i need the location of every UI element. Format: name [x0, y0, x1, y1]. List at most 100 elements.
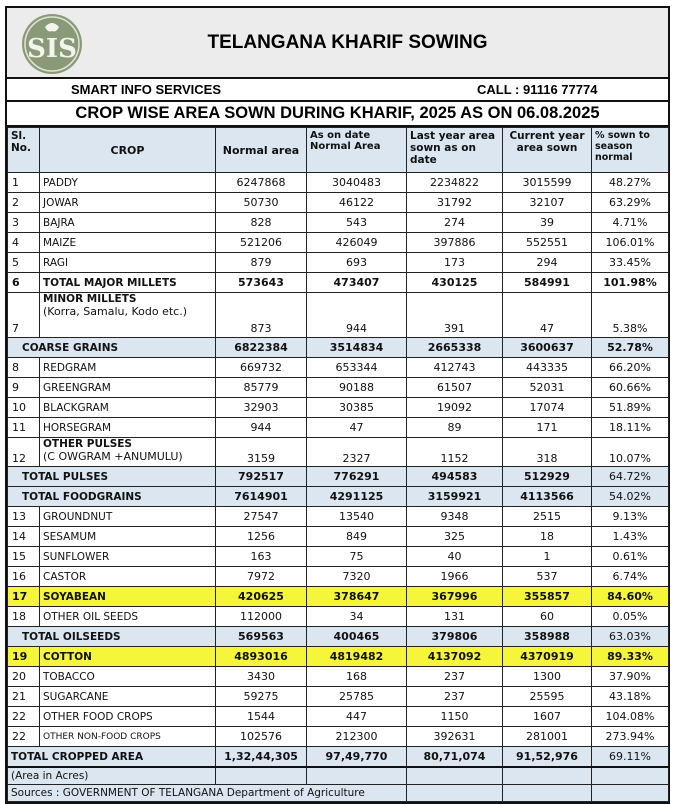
cell-lastYear: 1150 — [406, 706, 503, 727]
cell-lastYear: 392631 — [406, 726, 503, 747]
cell-pct: 43.18% — [591, 686, 669, 707]
table-row: TOTAL FOODGRAINS 7614901 4291125 3159921 411… — [7, 486, 669, 507]
page-title: TELANGANA KHARIF SOWING — [207, 32, 488, 53]
serial-number: 7 — [7, 292, 40, 338]
unit-note: (Area in Acres) — [7, 766, 216, 785]
cell-current: 17074 — [502, 397, 592, 418]
cell-current: 47 — [502, 292, 592, 338]
crop-name: TOTAL CROPPED AREA — [7, 746, 216, 768]
serial-number: 3 — [7, 212, 40, 233]
cell-lastYear: 89 — [406, 417, 503, 438]
cell-asOn: 3514834 — [306, 337, 407, 358]
cell-pct: 54.02% — [591, 486, 669, 507]
table-row: 4 MAIZE 521206 426049 397886 552551 106.01% — [7, 232, 669, 253]
cell-lastYear: 3159921 — [406, 486, 503, 507]
table-row: 5 RAGI 879 693 173 294 33.45% — [7, 252, 669, 273]
serial-number: 13 — [7, 506, 40, 527]
crop-name: JOWAR — [39, 192, 216, 213]
cell-pct: 4.71% — [591, 212, 669, 233]
cell-pct: 60.66% — [591, 377, 669, 398]
cell-normal: 669732 — [215, 357, 307, 378]
cell-asOn: 97,49,770 — [306, 746, 407, 768]
cell-asOn: 849 — [306, 526, 407, 547]
cell-lastYear: 494583 — [406, 466, 503, 487]
crop-name: REDGRAM — [39, 357, 216, 378]
serial-number: 15 — [7, 546, 40, 567]
crop-name: SUGARCANE — [39, 686, 216, 707]
serial-number: 11 — [7, 417, 40, 438]
serial-number: 9 — [7, 377, 40, 398]
table-row: 13 GROUNDNUT 27547 13540 9348 2515 9.13% — [7, 506, 669, 527]
cell-pct: 106.01% — [591, 232, 669, 253]
serial-number: 10 — [7, 397, 40, 418]
cell-lastYear: 31792 — [406, 192, 503, 213]
crop-name: TOTAL PULSES — [7, 466, 216, 487]
svg-text:SIS: SIS — [27, 34, 77, 64]
cell-pct: 9.13% — [591, 506, 669, 527]
crop-sublabel: (C OWGRAM +ANUMULU) — [43, 450, 183, 463]
serial-number: 22 — [7, 706, 40, 727]
cell-asOn: 4819482 — [306, 646, 407, 667]
cell-current: 3600637 — [502, 337, 592, 358]
cell-normal: 573643 — [215, 272, 307, 293]
cell-current: 281001 — [502, 726, 592, 747]
cell-lastYear: 2234822 — [406, 172, 503, 193]
cell-current: 1 — [502, 546, 592, 567]
cell-asOn: 426049 — [306, 232, 407, 253]
cell-current: 318 — [502, 437, 592, 467]
cell-lastYear: 325 — [406, 526, 503, 547]
cell-pct: 18.11% — [591, 417, 669, 438]
crop-table: Sl. No. CROP Normal area As on date Norm… — [7, 127, 669, 802]
cell-pct: 33.45% — [591, 252, 669, 273]
crop-name: BLACKGRAM — [39, 397, 216, 418]
serial-number: 6 — [7, 272, 40, 293]
crop-name: MINOR MILLETS (Korra, Samalu, Kodo etc.) — [39, 292, 216, 338]
serial-number: 14 — [7, 526, 40, 547]
crop-name: MAIZE — [39, 232, 216, 253]
cell-lastYear: 9348 — [406, 506, 503, 527]
table-row: 7 MINOR MILLETS (Korra, Samalu, Kodo etc.)… — [7, 292, 669, 338]
cell-normal: 6822384 — [215, 337, 307, 358]
cell-current: 171 — [502, 417, 592, 438]
cell-asOn: 378647 — [306, 586, 407, 607]
empty-cell — [215, 766, 307, 785]
cell-asOn: 75 — [306, 546, 407, 567]
cell-lastYear: 2665338 — [406, 337, 503, 358]
cell-normal: 1,32,44,305 — [215, 746, 307, 768]
serial-number: 16 — [7, 566, 40, 587]
table-row: 19 COTTON 4893016 4819482 4137092 4370919 89.3… — [7, 646, 669, 667]
cell-asOn: 543 — [306, 212, 407, 233]
serial-number: 2 — [7, 192, 40, 213]
crop-name: HORSEGRAM — [39, 417, 216, 438]
cell-asOn: 46122 — [306, 192, 407, 213]
cell-normal: 420625 — [215, 586, 307, 607]
cell-normal: 163 — [215, 546, 307, 567]
cell-normal: 3430 — [215, 666, 307, 687]
table-row: COARSE GRAINS 6822384 3514834 2665338 360063… — [7, 337, 669, 358]
cell-normal: 6247868 — [215, 172, 307, 193]
cell-asOn: 2327 — [306, 437, 407, 467]
cell-current: 32107 — [502, 192, 592, 213]
info-band: SMART INFO SERVICES CALL : 91116 77774 — [7, 79, 668, 102]
report-subtitle: CROP WISE AREA SOWN DURING KHARIF, 2025 … — [7, 102, 668, 127]
cell-asOn: 4291125 — [306, 486, 407, 507]
sis-logo-icon: SIS — [22, 14, 82, 74]
table-header-row: Sl. No. CROP Normal area As on date Norm… — [7, 127, 669, 173]
crop-name: TOTAL MAJOR MILLETS — [39, 272, 216, 293]
serial-number: 21 — [7, 686, 40, 707]
crop-name: RAGI — [39, 252, 216, 273]
cell-normal: 102576 — [215, 726, 307, 747]
crop-label: OTHER PULSES — [43, 438, 132, 450]
cell-normal: 27547 — [215, 506, 307, 527]
cell-lastYear: 4137092 — [406, 646, 503, 667]
crop-name: BAJRA — [39, 212, 216, 233]
cell-current: 39 — [502, 212, 592, 233]
cell-asOn: 13540 — [306, 506, 407, 527]
table-row: 3 BAJRA 828 543 274 39 4.71% — [7, 212, 669, 233]
cell-current: 358988 — [502, 626, 592, 647]
cell-lastYear: 131 — [406, 606, 503, 627]
cell-asOn: 3040483 — [306, 172, 407, 193]
col-header-as-on-date: As on date Normal Area — [306, 127, 407, 173]
crop-name: PADDY — [39, 172, 216, 193]
cell-asOn: 7320 — [306, 566, 407, 587]
